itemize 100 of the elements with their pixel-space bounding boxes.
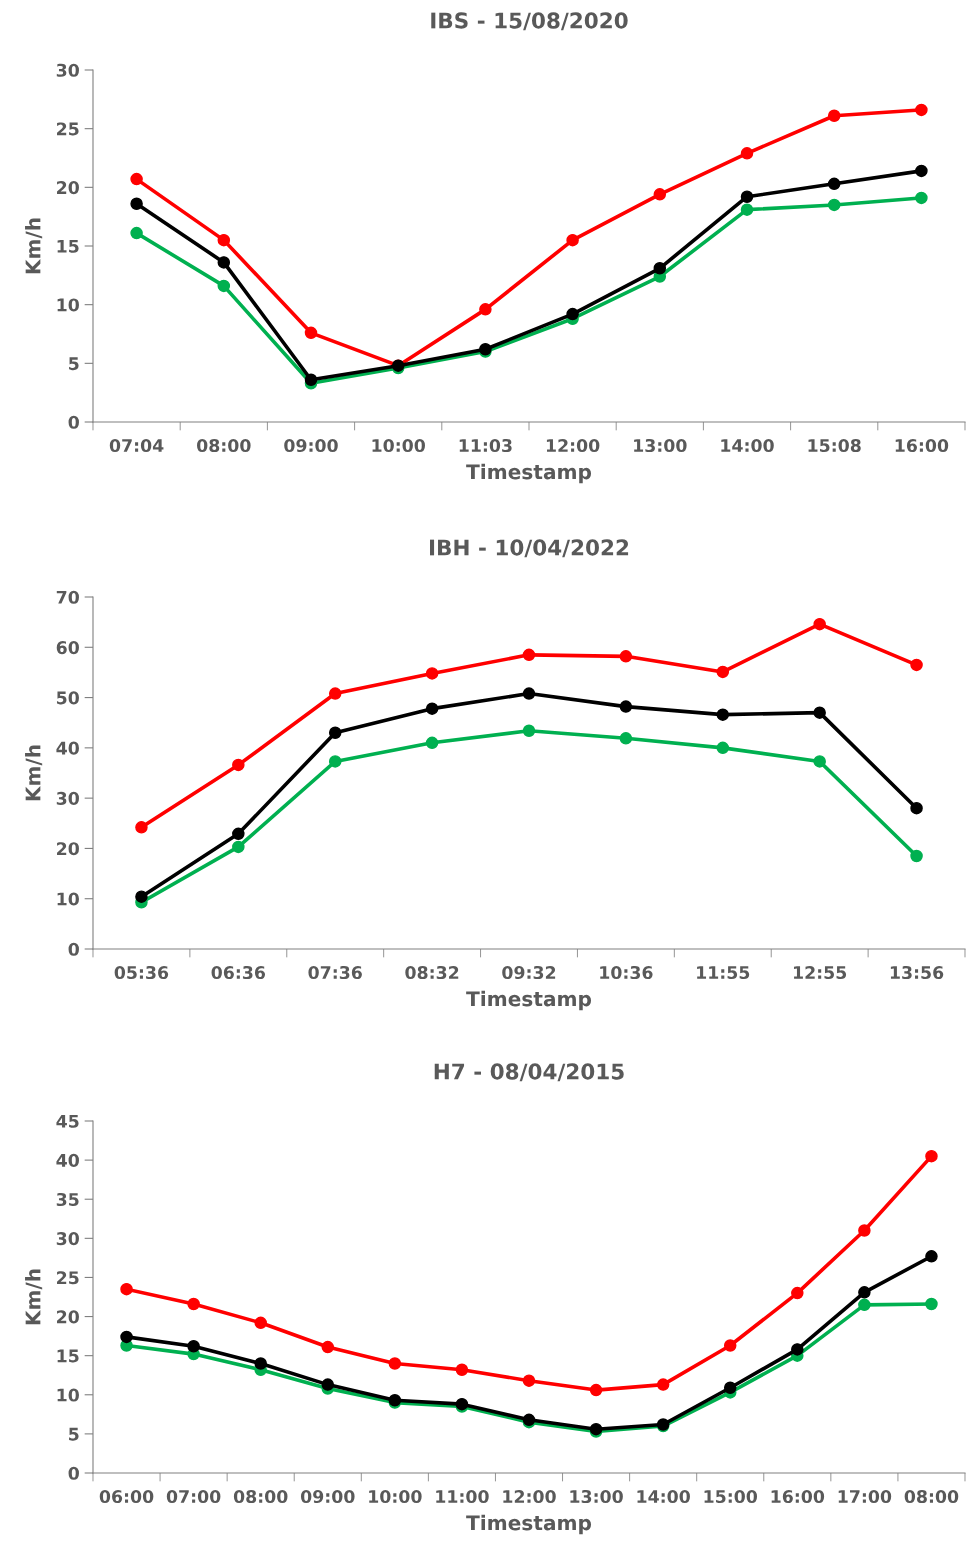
- point: [254, 1316, 267, 1330]
- x-tick-label: 05:36: [114, 965, 169, 980]
- point: [232, 758, 245, 772]
- x-tick-label: 13:00: [570, 1489, 623, 1504]
- point: [130, 226, 143, 240]
- y-tick-label: 35: [56, 1192, 79, 1207]
- chart-title: H7 - 08/04/2015: [434, 1063, 624, 1082]
- point: [925, 1250, 938, 1263]
- point: [858, 1286, 871, 1299]
- point: [187, 1297, 200, 1311]
- point: [619, 650, 633, 663]
- y-tick-label: 15: [57, 1349, 79, 1363]
- point: [425, 736, 439, 750]
- point: [656, 1378, 670, 1391]
- x-tick-label: 15:08: [808, 438, 861, 453]
- y-tick-label: 5: [69, 357, 79, 371]
- point: [232, 827, 245, 841]
- point: [522, 687, 536, 700]
- x-tick-label: 11:55: [697, 966, 750, 980]
- point: [130, 197, 143, 211]
- x-tick-label: 10:00: [369, 1489, 422, 1504]
- point: [589, 1383, 603, 1397]
- point: [813, 617, 826, 631]
- point: [827, 109, 841, 123]
- point: [791, 1343, 804, 1356]
- x-tick-label: 10:00: [372, 438, 425, 453]
- point: [254, 1357, 267, 1370]
- point: [791, 1286, 804, 1300]
- point: [321, 1340, 335, 1354]
- y-tick-label: 5: [69, 1427, 79, 1441]
- y-tick-label: 70: [56, 590, 79, 604]
- point: [858, 1298, 871, 1312]
- x-tick-label: 07:36: [308, 965, 362, 980]
- x-tick-label: 09:32: [502, 965, 556, 980]
- point: [135, 890, 148, 903]
- point: [120, 1330, 133, 1344]
- x-tick-label: 06:36: [211, 965, 266, 980]
- x-tick-label: 06:00: [99, 1489, 154, 1504]
- x-tick-label: 15:00: [704, 1489, 758, 1504]
- point: [328, 755, 342, 768]
- x-tick-label: 09:00: [300, 1489, 355, 1504]
- x-tick-label: 09:00: [284, 438, 338, 453]
- y-axis-title: Km/h: [25, 218, 43, 274]
- x-axis-title: Timestamp: [466, 1514, 592, 1535]
- point: [120, 1282, 133, 1296]
- y-tick-label: 0: [68, 415, 79, 429]
- point: [479, 303, 492, 316]
- point: [425, 702, 439, 715]
- point: [723, 1339, 737, 1352]
- point: [915, 103, 928, 117]
- x-tick-label: 14:00: [637, 1489, 690, 1504]
- point: [388, 1357, 402, 1370]
- point: [304, 326, 318, 340]
- y-tick-label: 45: [56, 1114, 79, 1128]
- chart-title: IBS - 15/08/2020: [431, 12, 628, 31]
- point: [740, 190, 754, 203]
- point: [910, 658, 923, 672]
- y-tick-label: 0: [68, 942, 79, 956]
- point: [915, 191, 928, 205]
- point: [858, 1224, 871, 1237]
- point: [217, 256, 231, 269]
- x-axis-title: Timestamp: [466, 990, 592, 1011]
- point: [619, 700, 633, 713]
- y-tick-label: 0: [68, 1466, 79, 1480]
- x-tick-label: 13:00: [634, 438, 687, 453]
- x-tick-label: 17:00: [838, 1489, 892, 1504]
- point: [135, 821, 148, 834]
- point: [455, 1363, 469, 1376]
- y-tick-label: 10: [57, 892, 79, 906]
- x-tick-label: 12:00: [503, 1489, 556, 1504]
- y-tick-label: 40: [56, 741, 79, 755]
- point: [813, 706, 826, 719]
- point: [304, 373, 318, 387]
- point: [328, 687, 342, 700]
- x-axis-title: Timestamp: [466, 463, 592, 484]
- y-tick-label: 25: [57, 1271, 79, 1285]
- point: [813, 755, 826, 768]
- y-tick-label: 10: [57, 298, 79, 312]
- x-tick-label: 14:00: [721, 438, 774, 453]
- point: [925, 1149, 938, 1163]
- point: [217, 233, 231, 247]
- point: [217, 279, 231, 293]
- x-tick-label: 11:03: [459, 438, 512, 453]
- point: [425, 667, 439, 680]
- x-tick-label: 11:00: [436, 1489, 489, 1504]
- point: [566, 233, 579, 247]
- point: [232, 840, 245, 854]
- x-tick-label: 10:36: [600, 965, 653, 980]
- y-tick-label: 25: [57, 122, 79, 136]
- x-tick-label: 07:00: [166, 1489, 221, 1504]
- point: [653, 262, 667, 275]
- point: [910, 801, 923, 815]
- point: [716, 741, 730, 755]
- point: [723, 1381, 737, 1394]
- point: [619, 732, 633, 745]
- point: [130, 172, 143, 186]
- point: [915, 164, 928, 178]
- x-tick-label: 07:04: [109, 438, 164, 453]
- point: [328, 726, 342, 740]
- y-tick-label: 20: [57, 842, 79, 856]
